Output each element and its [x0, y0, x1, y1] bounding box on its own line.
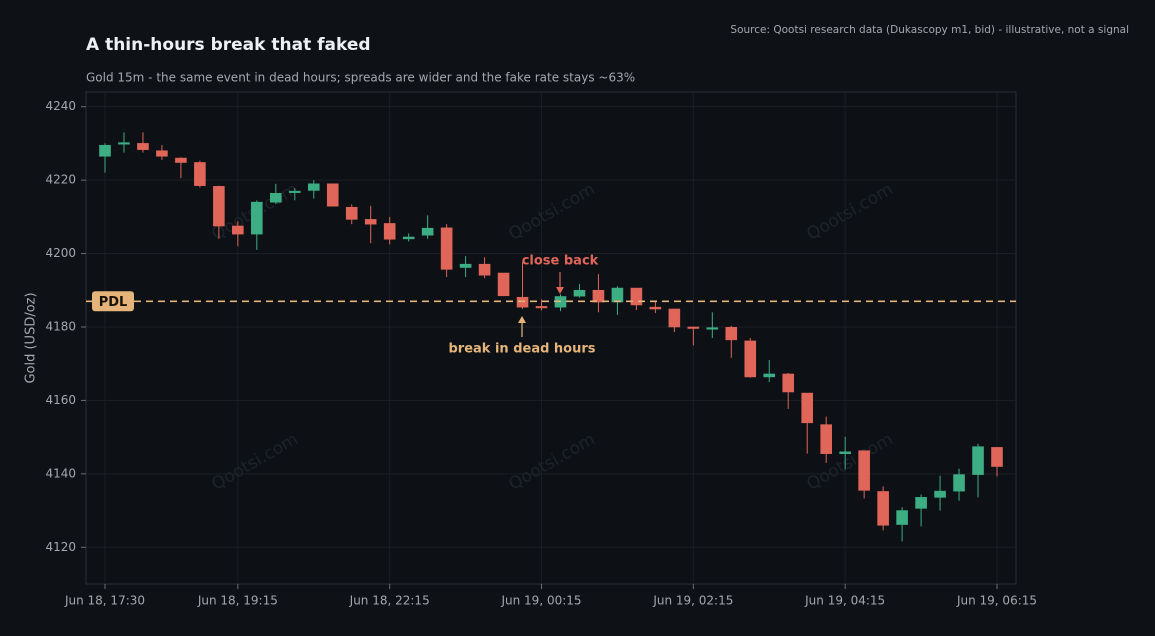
x-tick-label: Jun 19, 06:15 — [956, 594, 1037, 608]
candle-body — [307, 183, 320, 191]
annotation: close back — [522, 254, 599, 269]
candle-body — [763, 373, 776, 378]
candle-body — [497, 272, 510, 297]
candle-body — [706, 327, 719, 330]
chart-title: A thin-hours break that faked — [86, 35, 371, 55]
annotation-arrowhead — [518, 316, 526, 323]
source-note: Source: Qootsi research data (Dukascopy … — [730, 24, 1129, 36]
x-tick-label: Jun 19, 04:15 — [804, 594, 885, 608]
candle-body — [630, 287, 643, 306]
candle-body — [194, 162, 206, 186]
candle-body — [326, 183, 339, 207]
candle-body — [744, 340, 757, 378]
candle-body — [137, 143, 149, 150]
candle-body — [915, 497, 927, 509]
candle-body — [232, 225, 244, 235]
y-axis-label: Gold (USD/oz) — [24, 292, 39, 383]
candle-body — [421, 227, 434, 236]
pdl-badge — [92, 291, 134, 312]
candle-body — [991, 447, 1003, 467]
candle-body — [251, 201, 263, 235]
candle-body — [402, 236, 415, 240]
candle-body — [972, 446, 984, 475]
candle-body — [687, 326, 700, 329]
annotation-arrowhead — [556, 287, 564, 294]
candle-body — [383, 223, 396, 240]
candle-body — [953, 474, 965, 492]
pdl-label: PDL — [99, 295, 128, 310]
x-tick-label: Jun 18, 17:30 — [64, 594, 145, 608]
candle-body — [725, 327, 738, 341]
y-tick-label: 4200 — [45, 246, 76, 260]
x-tick-label: Jun 19, 00:15 — [500, 594, 581, 608]
candle-body — [877, 491, 889, 526]
candle-body — [592, 289, 605, 303]
grid: 4120 4140 4160 4180 4200 4220 4240 Jun 18, 17:3… — [45, 92, 1037, 608]
candle-body — [345, 206, 358, 220]
y-tick-label: 4180 — [45, 319, 76, 333]
candle-body — [213, 186, 225, 227]
overlays: PDL close back break in dead hours — [86, 254, 1016, 357]
chart-subtitle: Gold 15m - the same event in dead hours;… — [86, 71, 635, 85]
candle-body — [175, 157, 187, 163]
candle-body — [535, 306, 548, 309]
plot-area — [85, 91, 1017, 585]
candle-body — [440, 227, 453, 270]
candle-body — [668, 308, 681, 328]
y-tick-label: 4120 — [45, 540, 76, 554]
annotation: break in dead hours — [448, 342, 595, 357]
candle-body — [782, 373, 795, 393]
y-tick-label: 4220 — [45, 173, 76, 187]
candle-body — [896, 510, 908, 525]
candle-body — [611, 287, 624, 303]
y-tick-label: 4160 — [45, 393, 76, 407]
candle-body — [459, 263, 472, 268]
x-tick-label: Jun 18, 22:15 — [349, 594, 430, 608]
candle-body — [270, 193, 282, 203]
candle-body — [99, 144, 111, 157]
candle-body — [573, 289, 586, 297]
y-tick-label: 4140 — [45, 466, 76, 480]
candle-body — [649, 306, 662, 310]
x-tick-label: Jun 18, 19:15 — [197, 594, 278, 608]
candle-body — [156, 150, 168, 157]
candle-body — [858, 450, 870, 491]
candle-body — [364, 219, 377, 225]
candle-body — [839, 451, 851, 454]
candle-body — [118, 142, 130, 145]
candle-body — [478, 263, 491, 276]
candle-body — [516, 296, 529, 308]
candle-body — [934, 490, 946, 498]
candle-body — [801, 392, 814, 424]
y-tick-label: 4240 — [45, 99, 76, 113]
x-tick-label: Jun 19, 02:15 — [652, 594, 733, 608]
candle-body — [288, 190, 301, 193]
candle-body — [820, 424, 832, 454]
